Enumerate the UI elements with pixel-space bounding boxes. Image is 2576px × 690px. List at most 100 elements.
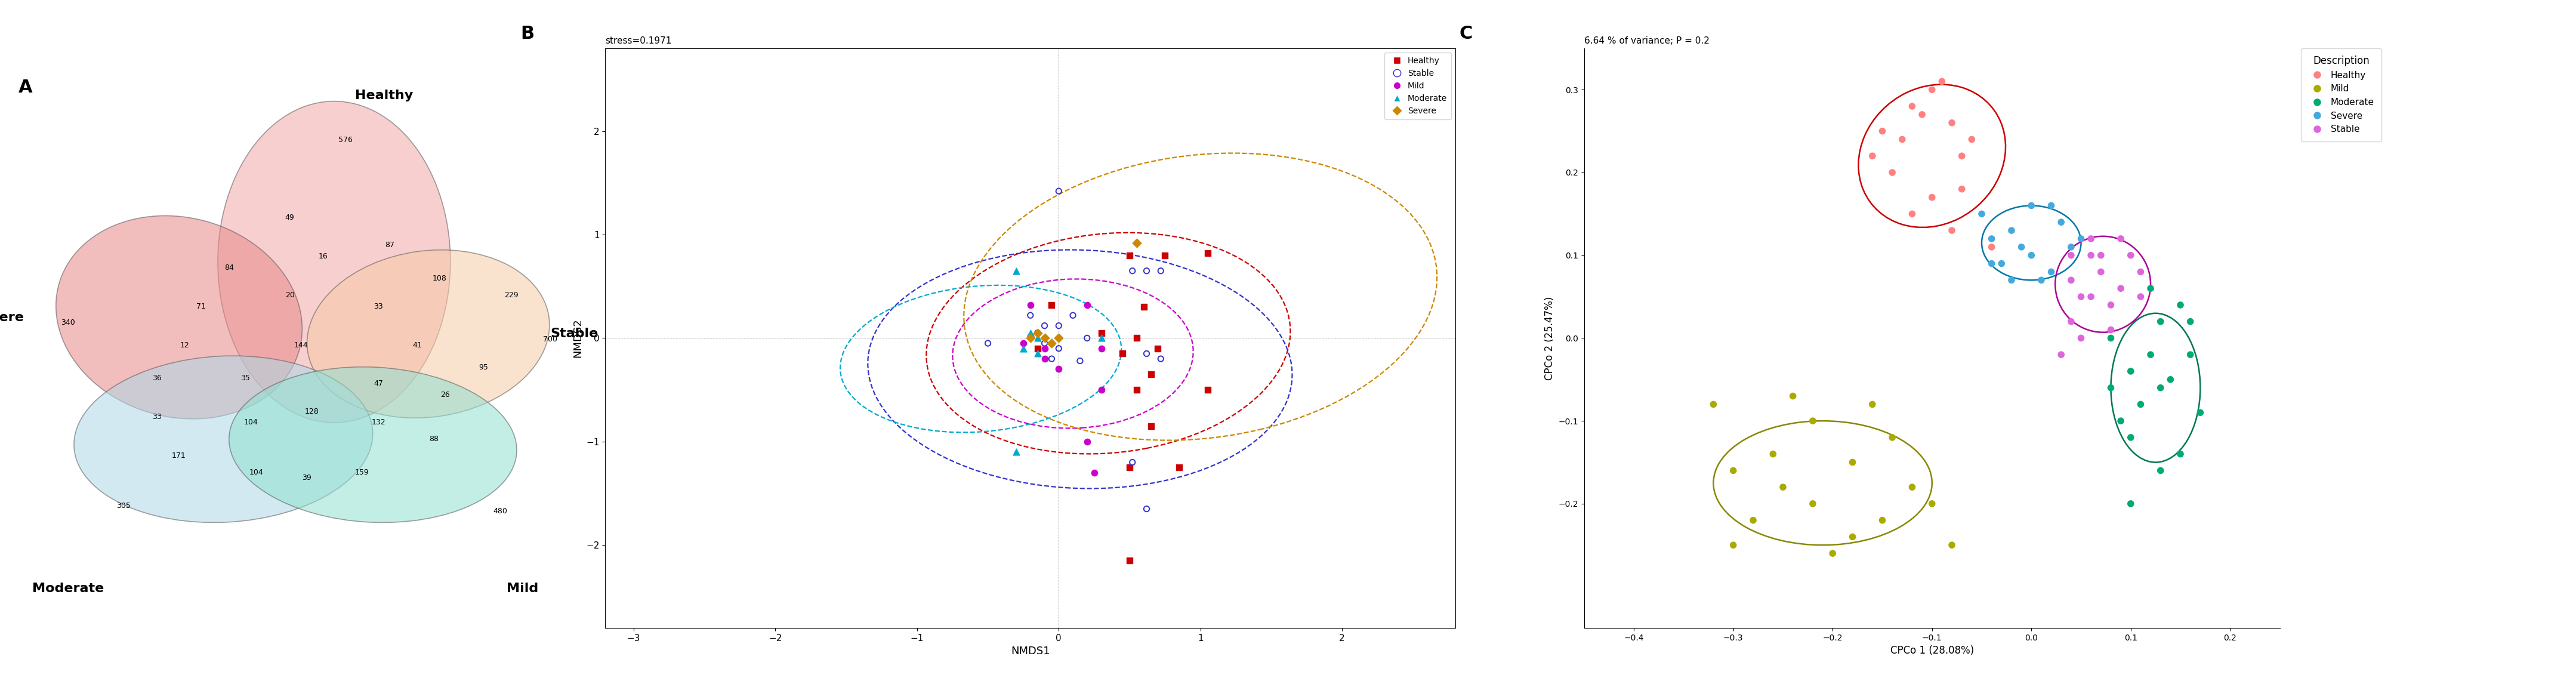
Point: [1852, 399, 1893, 410]
Point: [1971, 242, 2012, 253]
Point: [1108, 462, 1149, 473]
Point: [1144, 250, 1185, 261]
Point: [1971, 233, 2012, 244]
Point: [1010, 328, 1051, 339]
Point: [2030, 200, 2071, 211]
Point: [1103, 348, 1144, 359]
Point: [2030, 266, 2071, 277]
Point: [1991, 225, 2032, 236]
Point: [2020, 275, 2061, 286]
Point: [1115, 384, 1157, 395]
Point: [1762, 482, 1803, 493]
Text: 128: 128: [304, 408, 319, 415]
Y-axis label: CPCo 2 (25.47%): CPCo 2 (25.47%): [1546, 296, 1556, 380]
Text: B: B: [520, 25, 533, 42]
Text: 108: 108: [433, 275, 446, 282]
Text: C: C: [1458, 25, 1473, 42]
Point: [2061, 291, 2102, 302]
Text: 36: 36: [152, 375, 162, 382]
Point: [2061, 233, 2102, 244]
Point: [1793, 498, 1834, 509]
Ellipse shape: [75, 356, 374, 522]
Point: [2120, 399, 2161, 410]
Point: [1108, 250, 1149, 261]
Point: [1079, 343, 1121, 354]
Point: [1873, 167, 1914, 178]
Text: 20: 20: [286, 291, 294, 299]
Point: [1942, 184, 1984, 195]
Point: [2169, 349, 2210, 360]
Point: [1950, 134, 1991, 145]
Point: [1981, 258, 2022, 269]
Point: [1115, 237, 1157, 248]
Point: [2110, 366, 2151, 377]
Point: [1126, 504, 1167, 515]
Point: [1752, 448, 1793, 460]
Point: [966, 337, 1007, 348]
Point: [2081, 266, 2123, 277]
Point: [1038, 320, 1079, 331]
Text: Moderate: Moderate: [33, 583, 103, 595]
Point: [1038, 333, 1079, 344]
Point: [1713, 465, 1754, 476]
Point: [1873, 432, 1914, 443]
Point: [1002, 337, 1043, 348]
Point: [2141, 382, 2182, 393]
Point: [1018, 333, 1059, 344]
Point: [1018, 328, 1059, 339]
Point: [1911, 84, 1953, 95]
Text: 12: 12: [180, 341, 188, 349]
Point: [1066, 436, 1108, 447]
Point: [2050, 316, 2092, 327]
Point: [2089, 382, 2130, 393]
Text: Severe: Severe: [0, 311, 23, 324]
Point: [2081, 250, 2123, 261]
Ellipse shape: [229, 367, 518, 522]
Point: [2130, 283, 2172, 294]
Point: [1880, 134, 1922, 145]
Point: [2012, 200, 2053, 211]
Point: [2012, 250, 2053, 261]
Point: [994, 446, 1036, 457]
Point: [1811, 548, 1852, 559]
Point: [1891, 101, 1932, 112]
Point: [2120, 291, 2161, 302]
Text: 33: 33: [152, 413, 162, 421]
Text: 229: 229: [505, 291, 518, 299]
Point: [2110, 250, 2151, 261]
Legend: Healthy, Stable, Mild, Moderate, Severe: Healthy, Stable, Mild, Moderate, Severe: [1383, 52, 1450, 119]
Point: [2099, 283, 2141, 294]
Point: [1911, 498, 1953, 509]
Text: 6.64 % of variance; P = 0.2: 6.64 % of variance; P = 0.2: [1584, 36, 1710, 45]
Point: [2061, 333, 2102, 344]
Ellipse shape: [307, 250, 549, 418]
Point: [2099, 233, 2141, 244]
Point: [1079, 328, 1121, 339]
Point: [2169, 316, 2210, 327]
Point: [2071, 233, 2112, 244]
Text: 576: 576: [337, 136, 353, 144]
Point: [1059, 355, 1100, 366]
Point: [1852, 150, 1893, 161]
Text: 26: 26: [440, 391, 451, 399]
X-axis label: NMDS1: NMDS1: [1010, 646, 1051, 657]
Point: [1793, 415, 1834, 426]
Legend: Healthy, Mild, Moderate, Severe, Stable: Healthy, Mild, Moderate, Severe, Stable: [2300, 48, 2383, 141]
Point: [1123, 302, 1164, 313]
Point: [2050, 250, 2092, 261]
Point: [2141, 465, 2182, 476]
Text: Stable: Stable: [551, 328, 598, 340]
Text: 71: 71: [196, 302, 206, 310]
Point: [1010, 310, 1051, 321]
Point: [1113, 457, 1154, 468]
Point: [1734, 515, 1775, 526]
Text: 84: 84: [224, 264, 234, 271]
Point: [2130, 349, 2172, 360]
Text: 39: 39: [301, 474, 312, 482]
Text: 159: 159: [355, 469, 368, 476]
Point: [1018, 328, 1059, 339]
Point: [1030, 353, 1072, 364]
Point: [1891, 208, 1932, 219]
Text: 41: 41: [412, 341, 422, 349]
Point: [1932, 225, 1973, 236]
